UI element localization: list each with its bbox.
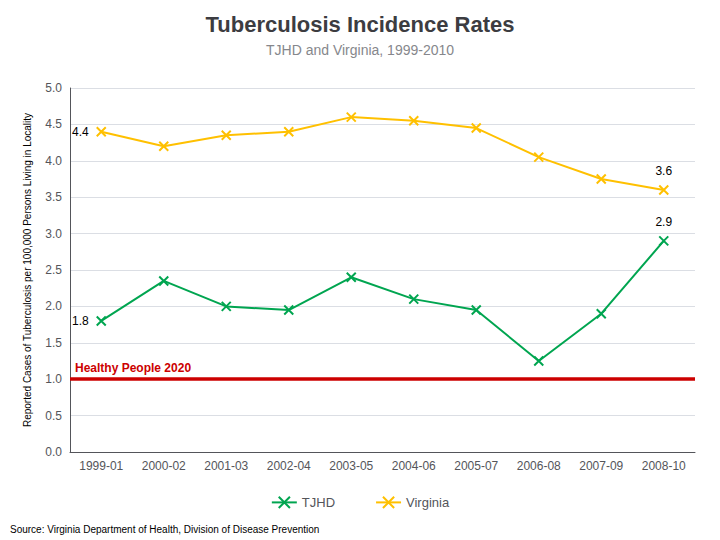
svg-text:TJHD: TJHD <box>302 495 335 510</box>
svg-text:2001-03: 2001-03 <box>204 459 248 473</box>
svg-text:Virginia: Virginia <box>406 495 450 510</box>
svg-text:4.0: 4.0 <box>45 154 62 168</box>
svg-text:3.0: 3.0 <box>45 227 62 241</box>
svg-text:2002-04: 2002-04 <box>267 459 311 473</box>
svg-text:0.5: 0.5 <box>45 409 62 423</box>
svg-text:2008-10: 2008-10 <box>642 459 686 473</box>
svg-text:3.6: 3.6 <box>655 164 672 178</box>
svg-text:Source: Virginia Department of: Source: Virginia Department of Health, D… <box>10 524 319 535</box>
svg-text:2007-09: 2007-09 <box>579 459 623 473</box>
svg-text:2.9: 2.9 <box>655 215 672 229</box>
svg-text:1.8: 1.8 <box>72 314 89 328</box>
svg-text:2.5: 2.5 <box>45 263 62 277</box>
svg-text:2005-07: 2005-07 <box>454 459 498 473</box>
svg-text:2006-08: 2006-08 <box>517 459 561 473</box>
svg-text:Healthy People 2020: Healthy People 2020 <box>75 361 191 375</box>
svg-text:3.5: 3.5 <box>45 190 62 204</box>
svg-text:2.0: 2.0 <box>45 299 62 313</box>
svg-text:4.4: 4.4 <box>72 125 89 139</box>
svg-text:5.0: 5.0 <box>45 81 62 95</box>
svg-text:Reported Cases of Tuberculosis: Reported Cases of Tuberculosis per 100,0… <box>22 113 33 427</box>
svg-text:1.0: 1.0 <box>45 372 62 386</box>
svg-text:1.5: 1.5 <box>45 336 62 350</box>
svg-text:0.0: 0.0 <box>45 445 62 459</box>
svg-text:2000-02: 2000-02 <box>142 459 186 473</box>
svg-text:TJHD and Virginia, 1999-2010: TJHD and Virginia, 1999-2010 <box>266 42 454 58</box>
svg-text:1999-01: 1999-01 <box>79 459 123 473</box>
svg-text:2004-06: 2004-06 <box>392 459 436 473</box>
svg-text:Tuberculosis Incidence Rates: Tuberculosis Incidence Rates <box>206 12 515 37</box>
svg-text:2003-05: 2003-05 <box>329 459 373 473</box>
svg-text:4.5: 4.5 <box>45 117 62 131</box>
